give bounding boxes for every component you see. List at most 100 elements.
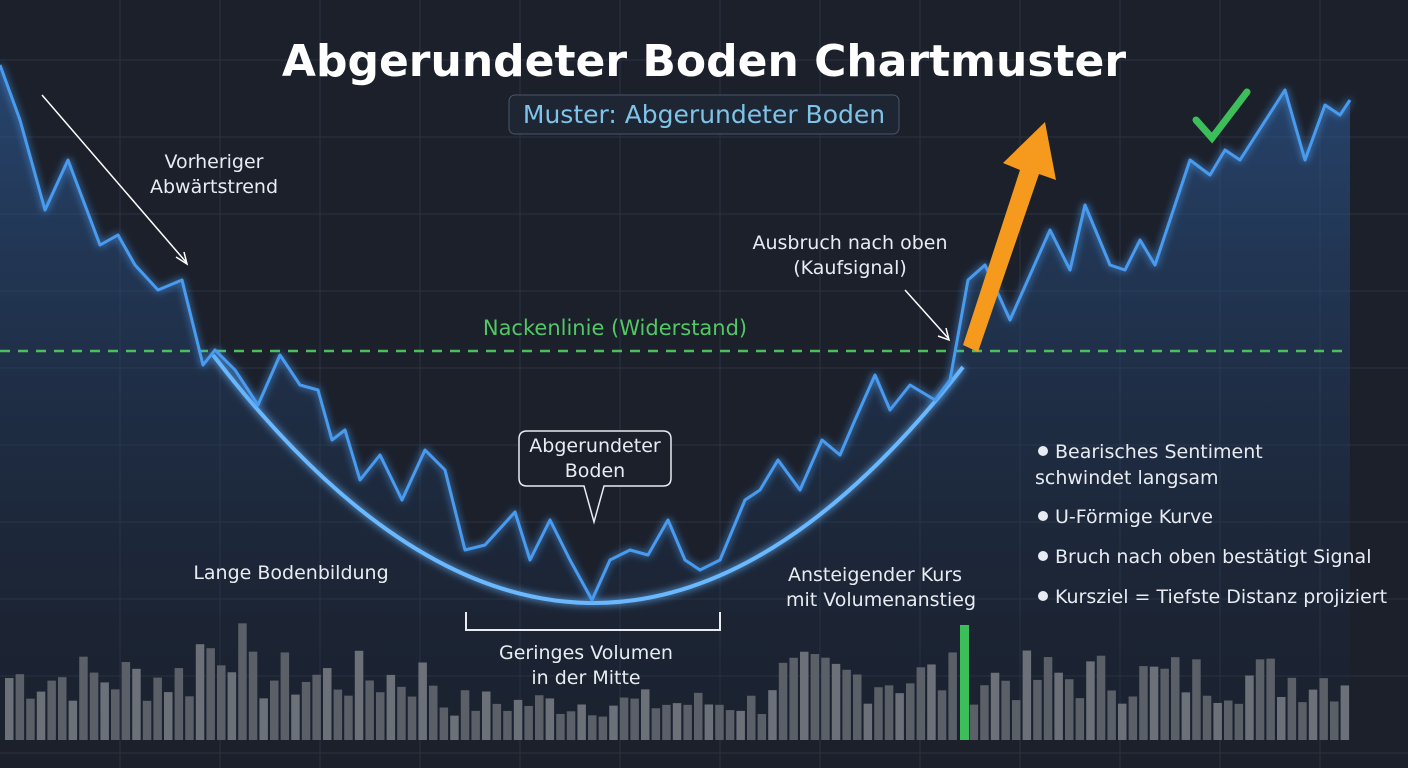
volume-bar: [651, 708, 661, 740]
bullet-text: Bearisches Sentiment: [1055, 441, 1263, 463]
volume-bar: [842, 669, 851, 740]
volume-bar: [259, 698, 268, 740]
volume-bar: [100, 682, 109, 740]
volume-bar: [185, 696, 194, 740]
breakout-arrow: [963, 122, 1056, 352]
volume-bar: [662, 704, 671, 740]
volume-bar: [503, 710, 512, 740]
bullet: [1038, 446, 1048, 456]
volume-bar: [439, 707, 449, 740]
volume-bar: [153, 677, 162, 740]
volume-bar: [1319, 678, 1328, 740]
volume-bar: [937, 690, 947, 740]
volume-bar: [821, 657, 830, 740]
volume-bar: [1160, 668, 1169, 740]
volume-bar: [1308, 689, 1318, 740]
volume-bar: [577, 704, 586, 740]
volume-bar: [980, 685, 989, 740]
volume-bar: [1118, 703, 1127, 740]
volume-bar: [1043, 657, 1053, 740]
volume-bar: [407, 696, 417, 740]
bracket: [465, 612, 721, 631]
volume-bar: [26, 698, 35, 740]
volume-bar: [1266, 658, 1275, 740]
trend-pointer-head: [175, 251, 189, 266]
volume-bar: [545, 698, 555, 740]
volume-bar: [238, 623, 247, 740]
volume-bar: [1234, 703, 1244, 740]
rounded-bottom-curve: [211, 353, 965, 605]
volume-bar: [948, 652, 957, 740]
volume-bar: [301, 681, 311, 740]
volume-bar: [831, 663, 841, 740]
volume-bar: [535, 695, 544, 740]
volume-bar: [641, 689, 650, 740]
bullet-text: Kursziel = Tiefste Distanz projiziert: [1055, 586, 1387, 608]
trend-pointer: [41, 94, 187, 263]
volume-bar: [47, 680, 56, 740]
volume-bar: [1224, 700, 1233, 740]
volume-bar: [227, 672, 237, 740]
volume-bar: [556, 713, 565, 740]
volume-bar: [789, 657, 798, 740]
bullet: [1038, 511, 1048, 521]
bullet-text: U-Förmige Kurve: [1055, 506, 1213, 528]
callout-text: Boden: [565, 460, 625, 482]
volume-bar: [1287, 677, 1297, 740]
price-area: [0, 65, 1350, 740]
breakout-pointer: [904, 289, 949, 339]
volume-bar: [1192, 659, 1201, 740]
volume-bar: [333, 689, 343, 740]
volume-bar: [450, 715, 459, 740]
volume-bar: [15, 674, 25, 740]
subtitle: Muster: Abgerundeter Boden: [523, 100, 885, 129]
volume-bar: [471, 710, 480, 740]
volume-bar: [460, 690, 470, 740]
volume-bar: [609, 705, 618, 740]
volume-bar: [725, 710, 735, 740]
volume-bar: [704, 704, 714, 740]
volume-bar: [5, 678, 14, 740]
bullet: [1038, 551, 1048, 561]
volume-bar: [142, 700, 152, 740]
volume-bar: [1202, 695, 1212, 740]
volume-bar: [672, 703, 682, 740]
volume-bar: [1033, 679, 1042, 740]
bullet: [1038, 591, 1048, 601]
breakout-pointer-head: [937, 327, 951, 342]
annotation: in der Mitte: [531, 667, 640, 689]
volume-bar: [630, 698, 639, 740]
volume-bar: [757, 714, 767, 740]
volume-bar: [566, 711, 576, 740]
volume-bar: [683, 704, 692, 740]
annotation: Ansteigender Kurs: [788, 564, 962, 586]
volume-bar: [927, 664, 936, 740]
volume-bar: [916, 667, 926, 740]
volume-bar: [1340, 685, 1350, 740]
volume-bar: [354, 650, 364, 740]
volume-bar: [1277, 696, 1286, 740]
volume-bar: [874, 687, 883, 740]
volume-bar: [969, 704, 979, 740]
volume-bar: [312, 674, 321, 740]
volume-bar: [800, 651, 809, 740]
volume-bar: [492, 703, 502, 740]
volume-bar: [598, 716, 608, 740]
bullet-text: Bruch nach oben bestätigt Signal: [1055, 546, 1371, 568]
annotation: Vorheriger: [164, 151, 263, 173]
volume-bar: [1086, 661, 1095, 740]
volume-bar: [863, 703, 873, 740]
volume-bar: [1107, 690, 1116, 740]
volume-bar: [524, 705, 533, 740]
volume-bar: [36, 691, 46, 740]
volume-bar: [736, 710, 745, 740]
breakout-volume-bar: [960, 625, 969, 740]
volume-bar: [1065, 679, 1074, 740]
callout-box: [518, 430, 672, 525]
annotation: (Kaufsignal): [793, 257, 907, 279]
annotation: Lange Bodenbildung: [193, 562, 388, 584]
volume-bar: [344, 695, 353, 740]
volume-bar: [280, 652, 290, 740]
volume-bar: [121, 662, 131, 740]
